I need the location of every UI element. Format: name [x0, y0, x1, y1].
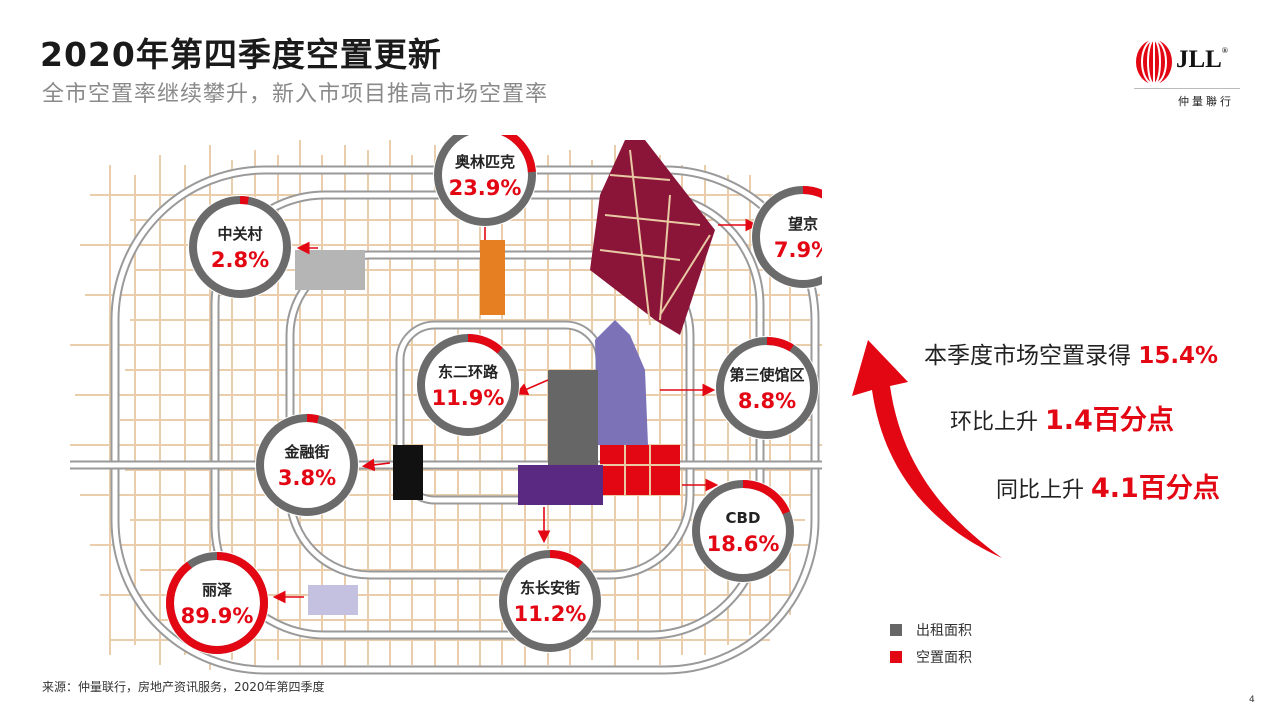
vacancy-ring: 第三使馆区 8.8%	[715, 336, 819, 440]
rising-trend-arrow	[852, 340, 1002, 558]
vacancy-ring: 望京 7.9%	[751, 185, 822, 289]
legend-swatch-red	[890, 651, 902, 663]
legend-swatch-gray	[890, 624, 902, 636]
vacancy-ring: 奥林匹克 23.9%	[433, 135, 537, 227]
page-number: 4	[1249, 695, 1255, 705]
market-name: 中关村	[217, 225, 262, 243]
zhongguancun-area	[295, 250, 365, 290]
market-name: 望京	[788, 215, 818, 233]
stat-line-yoy: 同比上升 4.1百分点	[996, 473, 1220, 504]
market-name: 东二环路	[438, 363, 499, 381]
market-name: 奥林匹克	[455, 153, 515, 171]
vacancy-ring: 中关村 2.8%	[188, 195, 292, 299]
logo-wordmark: JLL®	[1176, 46, 1228, 73]
vacancy-ring: 东长安街 11.2%	[498, 549, 602, 653]
vacancy-value: 3.8%	[278, 466, 336, 490]
jinrongjie-area	[393, 445, 423, 500]
cbd-vacant	[600, 445, 680, 495]
vacancy-value: 23.9%	[449, 176, 522, 200]
legend-vacant: 空置面积	[890, 647, 972, 667]
dongerhuan-area	[595, 320, 648, 450]
source-note: 来源：仲量联行，房地产资讯服务，2020年第四季度	[42, 680, 325, 694]
olympic-area	[480, 240, 505, 315]
vacancy-value: 11.9%	[432, 386, 505, 410]
vacancy-ring: 东二环路 11.9%	[416, 333, 520, 437]
market-name: 金融街	[283, 443, 329, 461]
vacancy-ring: 丽泽 89.9%	[165, 551, 269, 655]
vacancy-value: 11.2%	[514, 602, 587, 626]
market-name: 丽泽	[202, 581, 232, 599]
vacancy-value: 7.9%	[774, 238, 822, 262]
page-title: 2020年第四季度空置更新	[40, 35, 442, 74]
vacancy-value: 18.6%	[707, 532, 780, 556]
stat-line-qoq: 环比上升 1.4百分点	[950, 405, 1174, 436]
vacancy-value: 89.9%	[181, 604, 254, 628]
legend-leased: 出租面积	[890, 620, 972, 640]
wangjing-area	[590, 140, 715, 335]
market-name: CBD	[726, 509, 761, 527]
vacancy-value: 8.8%	[738, 389, 796, 413]
vacancy-ring: 金融街 3.8%	[255, 413, 359, 517]
vacancy-ring: CBD 18.6%	[691, 479, 795, 583]
jll-emblem-icon	[1136, 39, 1172, 85]
market-name: 第三使馆区	[729, 366, 804, 384]
page-subtitle: 全市空置率继续攀升，新入市项目推高市场空置率	[42, 82, 549, 107]
stat-line-quarter: 本季度市场空置录得 15.4%	[924, 343, 1219, 369]
lize-area	[308, 585, 358, 615]
office-market-map: 奥林匹克 23.9% 中关村 2.8% 望京 7.9% 东二环路 11.9% 第…	[70, 135, 822, 675]
dongchangan-area	[518, 465, 603, 505]
market-name: 东长安街	[520, 579, 580, 597]
vacancy-value: 2.8%	[211, 248, 269, 272]
jll-logo: JLL® 仲量聯行	[1132, 34, 1248, 114]
logo-subtitle: 仲量聯行	[1178, 95, 1234, 108]
